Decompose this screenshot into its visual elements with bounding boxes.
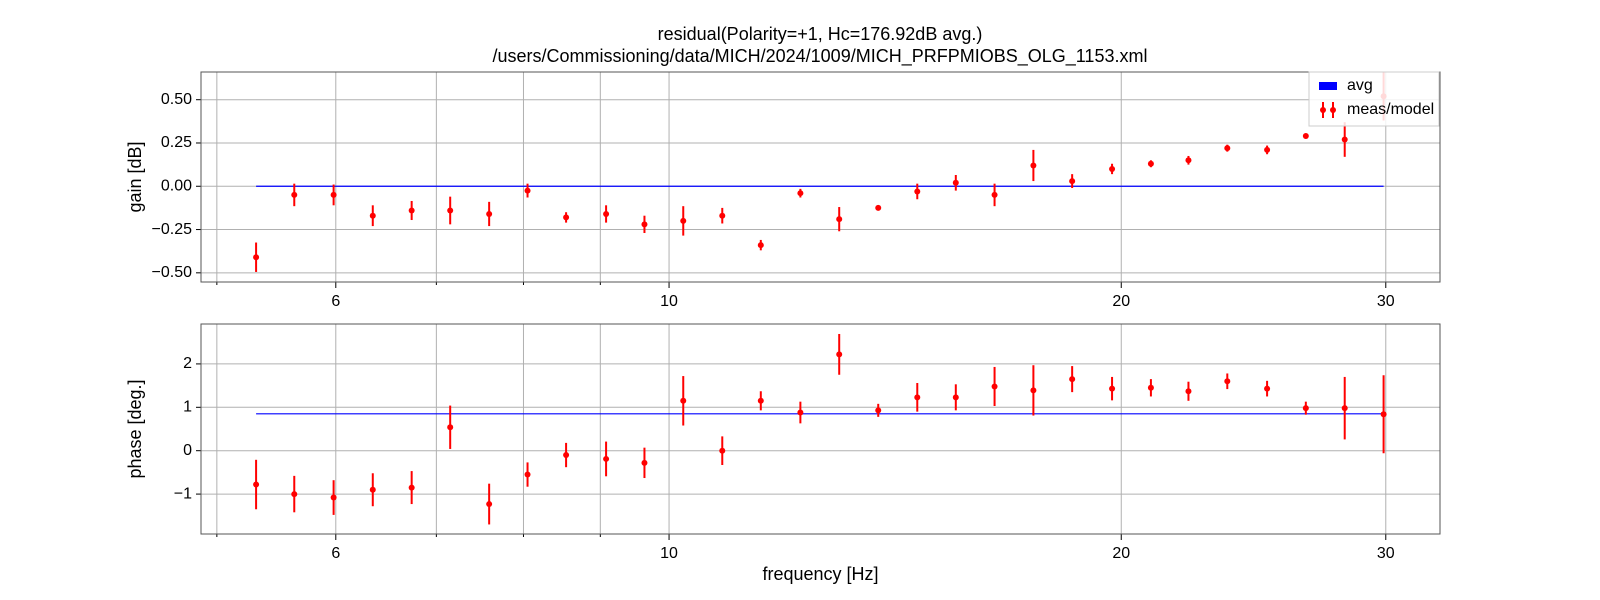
x-tick-label: 6 (331, 545, 340, 562)
point (1302, 405, 1309, 412)
point (1069, 376, 1076, 383)
point (524, 471, 531, 478)
point (991, 383, 998, 390)
point (253, 481, 260, 488)
point (1147, 160, 1154, 167)
x-tick-label: 10 (660, 545, 678, 562)
point (1264, 146, 1271, 153)
point (680, 217, 687, 224)
point (1341, 136, 1348, 143)
point (1109, 165, 1116, 172)
x-tick-label: 30 (1377, 293, 1395, 310)
point (291, 191, 298, 198)
point (914, 394, 921, 401)
point (369, 486, 376, 493)
plot-area (253, 333, 1387, 525)
subtitle: /users/Commissioning/data/MICH/2024/1009… (493, 46, 1148, 67)
point (719, 447, 726, 454)
point (1030, 387, 1037, 394)
x-tick-label: 20 (1112, 545, 1130, 562)
point (914, 188, 921, 195)
axes-frame (200, 323, 1441, 535)
point (952, 394, 959, 401)
point (253, 254, 260, 261)
point (991, 191, 998, 198)
legend-label: avg (1347, 77, 1373, 94)
point (680, 397, 687, 404)
x-axis-label: frequency [Hz] (762, 564, 878, 584)
legend-swatch (1320, 107, 1326, 113)
point (836, 216, 843, 223)
point (291, 491, 298, 498)
point (486, 210, 493, 217)
point (408, 207, 415, 214)
legend-swatch (1319, 82, 1337, 90)
y-tick-label: 0.50 (161, 91, 192, 108)
point (1224, 145, 1231, 152)
point (369, 212, 376, 219)
title: residual(Polarity=+1, Hc=176.92dB avg.) (658, 24, 983, 44)
point (1069, 178, 1076, 185)
y-tick-label: 0 (183, 442, 192, 459)
point (719, 212, 726, 219)
point (757, 242, 764, 249)
y-tick-label: 2 (183, 355, 192, 372)
point (875, 204, 882, 211)
legend-label: meas/model (1347, 101, 1434, 118)
point (875, 407, 882, 414)
y-tick-label: 0.25 (161, 134, 192, 151)
y-tick-label: 1 (183, 399, 192, 416)
y-tick-label: −0.25 (152, 221, 193, 238)
point (1109, 385, 1116, 392)
point (330, 494, 337, 501)
point (486, 501, 493, 508)
point (797, 190, 804, 197)
point (797, 409, 804, 416)
point (447, 424, 454, 431)
point (1185, 388, 1192, 395)
point (1302, 133, 1309, 140)
point (1264, 385, 1271, 392)
point (1224, 378, 1231, 385)
legend-swatch (1330, 107, 1336, 113)
y-axis-label: phase [deg.] (125, 379, 145, 478)
y-tick-label: 0.00 (161, 177, 192, 194)
x-tick-label: 6 (331, 293, 340, 310)
point (1030, 162, 1037, 169)
point (1147, 384, 1154, 391)
y-tick-label: −0.50 (152, 264, 193, 281)
point (952, 179, 959, 186)
axes-frame (200, 71, 1441, 283)
point (408, 484, 415, 491)
x-tick-label: 10 (660, 293, 678, 310)
point (757, 397, 764, 404)
y-tick-label: −1 (174, 485, 192, 502)
point (563, 452, 570, 459)
point (1185, 157, 1192, 164)
legend-box (1308, 71, 1440, 127)
point (524, 187, 531, 194)
point (836, 351, 843, 358)
point (641, 221, 648, 228)
x-tick-label: 20 (1112, 293, 1130, 310)
point (603, 210, 610, 217)
point (1341, 405, 1348, 412)
y-axis-label: gain [dB] (125, 141, 145, 212)
point (330, 191, 337, 198)
point (447, 207, 454, 214)
point (603, 455, 610, 462)
point (1380, 411, 1387, 418)
point (641, 459, 648, 466)
plot-area (253, 72, 1387, 272)
x-tick-label: 30 (1377, 545, 1395, 562)
point (563, 214, 570, 221)
